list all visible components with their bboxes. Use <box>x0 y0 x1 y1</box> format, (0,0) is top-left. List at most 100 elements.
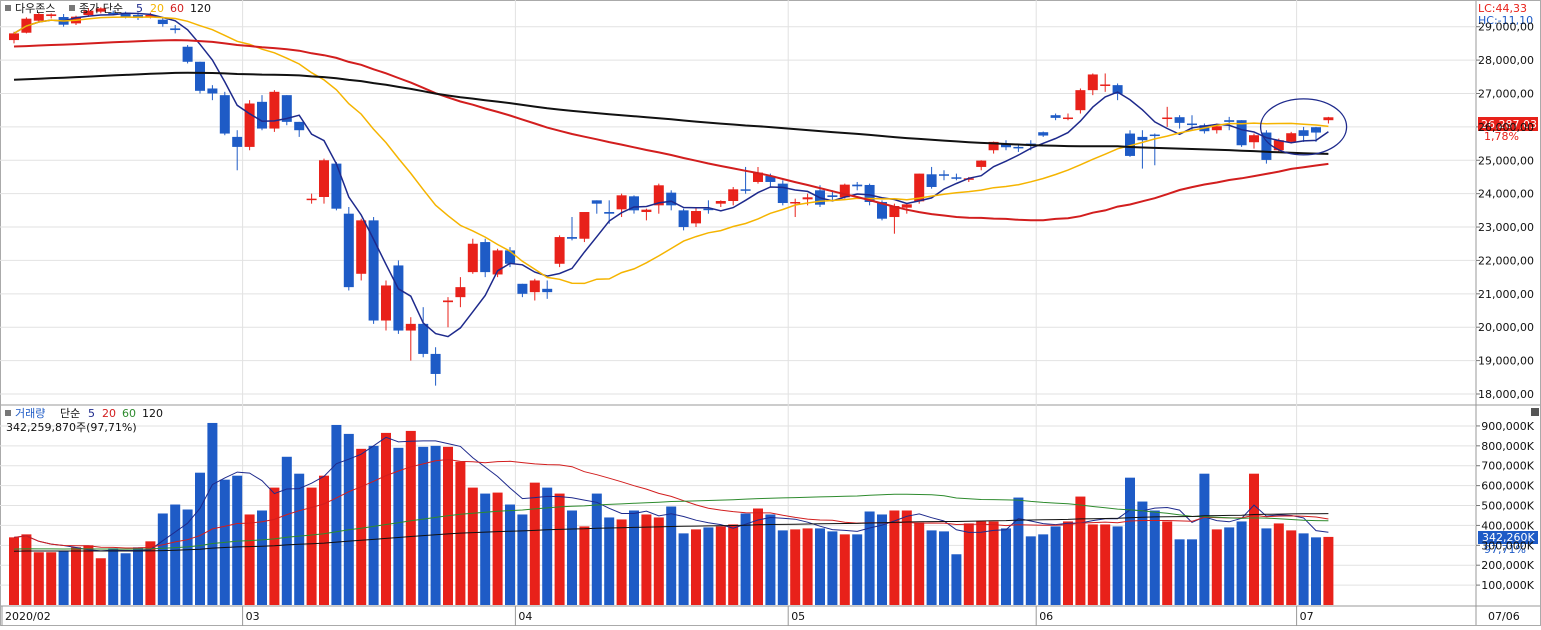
candle-body <box>1236 120 1247 146</box>
volume-bar <box>641 514 652 605</box>
volume-bar <box>777 530 788 605</box>
volume-bar <box>815 528 825 605</box>
x-tick-label: 06 <box>1039 610 1053 623</box>
candle-body <box>1249 135 1259 143</box>
price-tick-label: 24,000,00 <box>1478 188 1534 201</box>
volume-bar <box>157 513 168 605</box>
volume-bar <box>914 522 925 605</box>
price-ma20-line <box>13 16 1329 285</box>
volume-bar <box>691 529 701 605</box>
volume-bar <box>1249 473 1259 605</box>
candle-body <box>9 33 19 41</box>
candle-body <box>418 323 429 354</box>
x-tick-label: 04 <box>518 610 532 623</box>
volume-bar <box>120 553 131 605</box>
candle-body <box>46 14 57 17</box>
candle-body <box>1112 85 1123 94</box>
volume-bar <box>207 422 218 605</box>
candle-body <box>877 202 887 219</box>
candle-body <box>1323 117 1334 121</box>
volume-bar <box>988 521 999 605</box>
volume-bar <box>1187 539 1197 605</box>
volume-bar <box>951 554 962 605</box>
volume-bar <box>1311 537 1321 605</box>
candle-body <box>914 173 925 202</box>
volume-bar <box>715 526 726 605</box>
candle-body <box>443 300 453 303</box>
volume-ma60-line <box>13 493 1329 550</box>
volume-bar <box>591 493 602 605</box>
candle-body <box>1149 134 1160 137</box>
price-indicator-label: 종가 단순 <box>79 2 123 15</box>
candle-body <box>157 19 168 25</box>
candle-body <box>1001 143 1011 148</box>
volume-bar <box>294 473 305 605</box>
candle-body <box>145 15 156 18</box>
candle-body <box>430 353 441 374</box>
candle-body <box>1224 120 1235 122</box>
volume-tick-label: 500,000K <box>1481 500 1534 513</box>
volume-bar <box>963 523 974 605</box>
candle-body <box>207 88 218 94</box>
candle-body <box>653 185 664 206</box>
volume-bar <box>939 531 949 605</box>
volume-bar <box>1112 526 1123 605</box>
candle-body <box>1050 115 1061 118</box>
volume-bar <box>517 514 528 605</box>
volume-bar <box>368 445 379 605</box>
candle-body <box>331 163 342 209</box>
volume-bar <box>554 493 565 605</box>
volume-bar <box>505 504 515 605</box>
volume-bar <box>753 508 763 605</box>
volume-bar <box>827 531 838 605</box>
volume-bar <box>653 517 664 605</box>
volume-bar <box>393 447 404 605</box>
candle-body <box>1013 146 1024 149</box>
volume-bar <box>1199 473 1210 605</box>
volume-bar <box>976 521 987 605</box>
price-ma-20: 20 <box>150 2 164 15</box>
volume-indicator-label: 단순 <box>60 407 80 420</box>
price-ma-120: 120 <box>190 2 211 15</box>
legend-box-icon <box>5 410 11 416</box>
volume-panel-close-icon[interactable] <box>1531 408 1539 416</box>
volume-bar <box>629 510 639 605</box>
candle-body <box>219 95 230 134</box>
volume-bar <box>926 530 937 605</box>
candle-body <box>381 285 391 321</box>
volume-bar <box>1050 526 1061 605</box>
volume-bar <box>319 475 329 605</box>
price-tick-label: 27,000,00 <box>1478 87 1534 100</box>
volume-bar <box>9 537 19 605</box>
volume-bar <box>1236 521 1247 605</box>
volume-bar <box>901 510 912 605</box>
volume-bar <box>145 541 156 605</box>
volume-bar <box>343 433 354 605</box>
candle-body <box>901 204 912 208</box>
candle-body <box>629 196 639 211</box>
volume-bar <box>1001 528 1011 605</box>
volume-bar <box>83 545 94 605</box>
candle-body <box>579 212 590 239</box>
volume-bar <box>133 547 143 605</box>
price-legend: 다우존스 종가 단순 5 20 60 120 <box>5 2 211 15</box>
candle-body <box>244 103 255 147</box>
candle-body <box>1261 132 1272 160</box>
candle-body <box>1100 84 1111 86</box>
volume-bar <box>331 424 342 605</box>
candle-body <box>939 174 949 176</box>
volume-bar <box>232 475 243 605</box>
volume-bar <box>182 509 193 605</box>
price-tick-label: 25,000,00 <box>1478 154 1534 167</box>
candle-body <box>951 177 962 179</box>
volume-legend: 거래량 단순 5 20 60 120 342,259,870주(97,71%) <box>5 407 163 434</box>
candle-body <box>1187 123 1197 126</box>
candle-body <box>120 12 131 17</box>
candle-body <box>1137 136 1148 141</box>
price-ma120-line <box>13 71 1329 155</box>
volume-bar <box>604 517 615 605</box>
candle-body <box>195 61 205 91</box>
volume-bar <box>492 492 503 605</box>
volume-bar <box>529 482 540 605</box>
